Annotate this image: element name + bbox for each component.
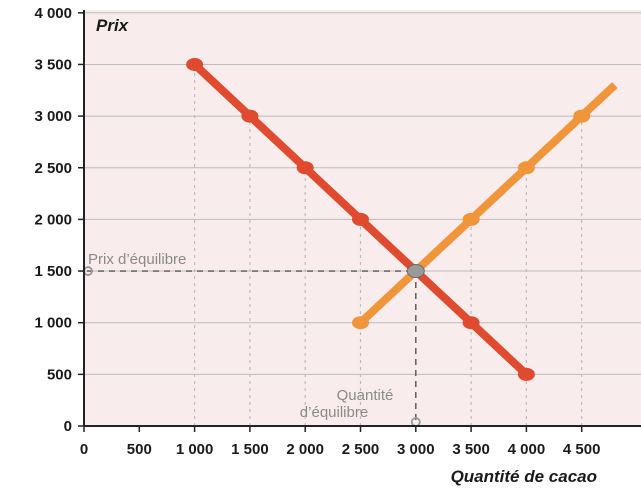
axes	[78, 10, 641, 432]
series-1-point	[186, 57, 204, 71]
series-1-point	[296, 161, 314, 175]
y-tick-label: 2 000	[34, 211, 72, 228]
x-tick-label: 4 500	[563, 441, 601, 458]
x-tick-label: 1 000	[176, 441, 214, 458]
series-2-point	[352, 316, 369, 330]
series-2-point	[462, 212, 480, 226]
x-tick-label: 500	[127, 441, 152, 458]
y-tick-label: 2 500	[34, 160, 72, 177]
y-tick-label: 500	[47, 366, 72, 383]
x-tick-label: 1 500	[231, 441, 269, 458]
x-tick-label: 3 500	[452, 441, 490, 458]
x-axis-title: Quantité de cacao	[451, 467, 597, 486]
x-tick-label: 2 500	[342, 441, 380, 458]
y-tick-label: 3 500	[34, 56, 72, 73]
series-1-point	[517, 367, 535, 381]
y-tick-label: 0	[64, 418, 72, 435]
y-tick-label: 4 000	[34, 5, 72, 22]
y-axis-title: Prix	[96, 16, 130, 35]
series	[186, 57, 618, 381]
equilibrium-price-label: Prix d’équilibre	[88, 251, 186, 268]
y-tick-label: 1 000	[34, 315, 72, 332]
series-2-point	[573, 109, 591, 123]
x-tick-labels: 0 500 1 000 1 500 2 000 2 500 3 000 3 500 4 000 4…	[80, 441, 601, 458]
x-tick-label: 3 000	[397, 441, 435, 458]
series-2-line	[357, 82, 618, 326]
equilibrium-quantity-label-line2: d’équilibre	[300, 404, 368, 421]
series-1-point	[241, 109, 259, 123]
series-1-point	[352, 212, 369, 226]
x-tick-label: 2 000	[286, 441, 324, 458]
x-tick-label: 4 000	[508, 441, 546, 458]
y-tick-label: 3 000	[34, 108, 72, 125]
y-tick-labels: 0 500 1 000 1 500 2 000 2 500 3 000 3 500 4 000	[34, 5, 72, 435]
y-tick-label: 1 500	[34, 263, 72, 280]
x-tick-label: 0	[80, 441, 88, 458]
annotations: Prix d’équilibre Quantité d’équilibre	[88, 251, 393, 421]
equilibrium-quantity-label-line1: Quantité	[337, 387, 394, 404]
equilibrium-point	[406, 264, 425, 279]
series-1-point	[462, 316, 480, 330]
series-2-point	[517, 161, 535, 175]
